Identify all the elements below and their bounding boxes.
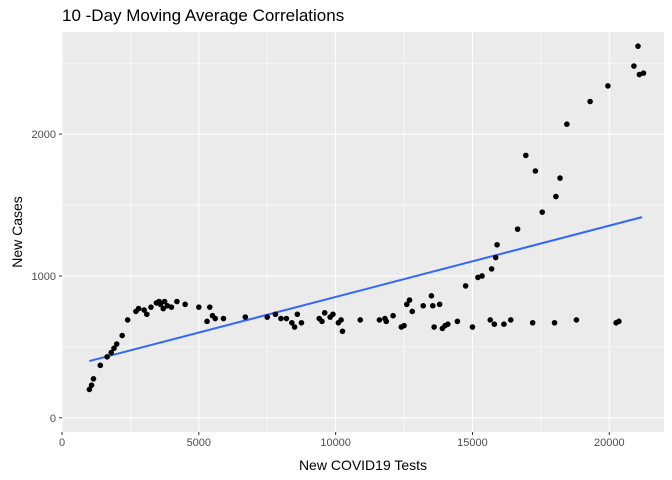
data-point [462, 283, 469, 289]
data-point [157, 301, 164, 308]
data-point [403, 301, 410, 308]
data-point [491, 321, 498, 327]
data-point [111, 345, 117, 352]
data-point [523, 152, 529, 159]
data-point [141, 307, 147, 313]
data-point [487, 317, 494, 323]
data-point [492, 254, 499, 261]
data-point [196, 304, 202, 310]
y-tick-label: 1000 [32, 271, 56, 283]
data-point [529, 319, 536, 326]
data-point [501, 321, 507, 327]
data-point [148, 304, 154, 310]
data-point [564, 121, 570, 127]
data-point [431, 324, 437, 330]
data-point [206, 304, 213, 310]
data-point [212, 315, 219, 322]
data-point [272, 311, 279, 318]
data-point [338, 317, 344, 323]
data-point [631, 63, 637, 69]
x-tick-label: 10000 [320, 437, 351, 449]
data-point [436, 301, 443, 308]
y-tick-label: 2000 [32, 129, 56, 141]
data-point [182, 301, 188, 308]
data-point [90, 376, 97, 382]
data-point [264, 314, 271, 320]
data-point [289, 319, 295, 326]
data-point [573, 317, 580, 323]
data-point [104, 354, 110, 360]
data-point [514, 226, 521, 232]
data-point [409, 308, 416, 315]
x-tick-label: 20000 [594, 437, 625, 449]
data-point [401, 322, 407, 329]
data-point [291, 324, 298, 330]
data-point [294, 311, 301, 318]
trend-line [89, 216, 643, 363]
data-point [640, 70, 647, 76]
data-point [339, 328, 346, 335]
data-point [454, 318, 461, 325]
data-point [283, 315, 290, 322]
data-point [168, 304, 175, 310]
data-point [445, 321, 451, 327]
data-point [174, 298, 180, 305]
data-point [605, 83, 611, 89]
data-point [319, 318, 325, 325]
data-point [298, 319, 305, 326]
x-tick-label: 0 [59, 437, 65, 449]
y-tick-label: 0 [50, 413, 56, 425]
plot-panel [62, 32, 664, 432]
y-axis-title: New Cases [9, 196, 25, 268]
data-point [357, 317, 364, 323]
x-tick-label: 15000 [457, 437, 488, 449]
data-point [108, 349, 115, 356]
data-point [144, 311, 150, 318]
data-point [97, 362, 104, 369]
data-point [479, 273, 485, 279]
data-point [242, 314, 249, 320]
data-point [635, 43, 641, 49]
chart-title: 10 -Day Moving Average Correlations [62, 6, 345, 25]
data-point [88, 382, 95, 388]
data-point [390, 312, 396, 319]
data-point [539, 209, 546, 215]
data-point [406, 297, 413, 303]
data-point [220, 315, 227, 322]
data-point [551, 319, 558, 326]
data-point [557, 175, 563, 181]
data-point [420, 302, 427, 309]
data-point [616, 318, 622, 325]
data-point [161, 298, 168, 305]
data-point [429, 302, 436, 309]
data-point [330, 311, 336, 318]
data-point [86, 386, 93, 393]
data-point [113, 341, 120, 347]
data-point [376, 317, 383, 323]
data-point [383, 318, 390, 325]
data-point [160, 305, 167, 312]
data-point [553, 193, 559, 200]
data-point [469, 324, 476, 330]
data-point [321, 310, 328, 316]
data-point [135, 305, 142, 312]
data-point [507, 317, 514, 323]
data-point [124, 317, 131, 323]
data-point [587, 98, 593, 105]
x-axis-title: New COVID19 Tests [299, 457, 427, 473]
data-point [119, 332, 125, 339]
data-point [532, 168, 539, 174]
data-point [428, 293, 435, 299]
data-point [278, 315, 284, 322]
data-point [204, 318, 210, 325]
data-point [488, 266, 495, 272]
data-point [494, 241, 500, 248]
x-tick-label: 5000 [187, 437, 211, 449]
